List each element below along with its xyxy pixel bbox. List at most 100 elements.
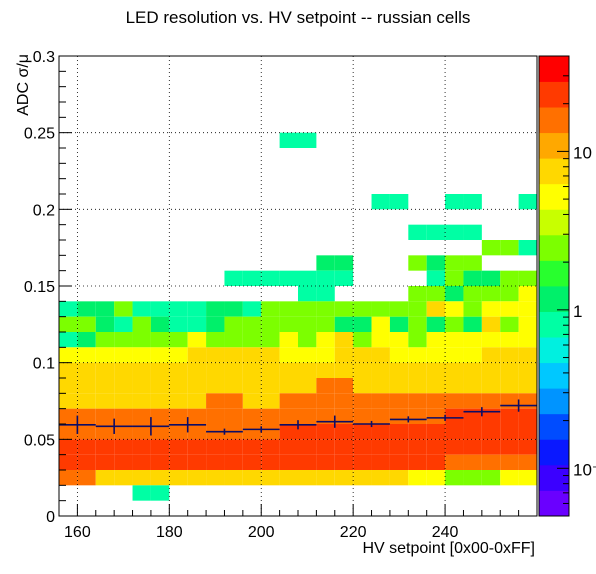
colorbar-band [539, 260, 569, 287]
heatmap-cell [500, 270, 519, 286]
heatmap-cell [445, 316, 464, 332]
heatmap-cell [481, 301, 501, 317]
heatmap-cell [500, 240, 519, 256]
heatmap-cell [445, 286, 464, 302]
heatmap-cell [95, 470, 115, 486]
heatmap-cell [150, 454, 170, 470]
heatmap-cell [353, 362, 372, 378]
heatmap-cell [279, 347, 298, 363]
heatmap-cell [298, 424, 317, 440]
heatmap-cell [206, 393, 225, 409]
heatmap-cell [261, 332, 280, 348]
heatmap-cell [298, 316, 317, 332]
heatmap-cell [114, 362, 133, 378]
heatmap-cell [389, 408, 409, 424]
heatmap-cell [334, 332, 354, 348]
heatmap-cell [279, 378, 298, 394]
heatmap-cell [408, 470, 427, 486]
heatmap-cell [353, 332, 372, 348]
heatmap-cell [242, 408, 262, 424]
heatmap-cell [150, 408, 170, 424]
heatmap-cell [224, 439, 243, 455]
heatmap-cell [132, 485, 151, 501]
heatmap-cell [114, 301, 133, 317]
colorbar-band [539, 132, 569, 159]
heatmap-cell [114, 408, 133, 424]
heatmap-cell [426, 332, 446, 348]
heatmap-cell [408, 301, 427, 317]
colorbar-tick-label: 10 [573, 143, 592, 162]
heatmap-cell [187, 378, 207, 394]
heatmap-cell [150, 347, 170, 363]
heatmap-cell [445, 332, 464, 348]
heatmap-cell [224, 454, 243, 470]
heatmap-cell [114, 316, 133, 332]
heatmap-cell [518, 470, 537, 486]
colorbar-band [539, 311, 569, 338]
heatmap-cell [77, 362, 96, 378]
heatmap-cell [206, 378, 225, 394]
colorbar-band [539, 234, 569, 261]
heatmap-cell [353, 393, 372, 409]
heatmap-cell [279, 316, 298, 332]
heatmap-cell [224, 393, 243, 409]
colorbar-band [539, 337, 569, 364]
heatmap-cell [298, 362, 317, 378]
heatmap-cell [445, 194, 464, 210]
heatmap-cell [59, 316, 78, 332]
heatmap-cell [132, 439, 151, 455]
heatmap-cell [187, 439, 207, 455]
y-tick-label: 0.1 [33, 356, 55, 373]
heatmap-cell [187, 362, 207, 378]
heatmap-cell [334, 378, 354, 394]
heatmap-cell [389, 332, 409, 348]
heatmap-cell [334, 347, 354, 363]
heatmap-cell [463, 194, 482, 210]
heatmap-cell [426, 362, 446, 378]
heatmap-cell [77, 424, 96, 440]
heatmap-cell [261, 439, 280, 455]
heatmap-cell [445, 454, 464, 470]
chart-title: LED resolution vs. HV setpoint -- russia… [125, 8, 471, 27]
heatmap-cell [187, 332, 207, 348]
heatmap-cell [150, 362, 170, 378]
heatmap-cell [463, 286, 482, 302]
heatmap-cell [242, 470, 262, 486]
heatmap-cell [518, 286, 537, 302]
heatmap-cell [334, 470, 354, 486]
heatmap-cell [316, 408, 335, 424]
heatmap-cell [389, 470, 409, 486]
heatmap-cell [500, 439, 519, 455]
colorbar-band [539, 413, 569, 440]
heatmap-cell [169, 316, 188, 332]
heatmap-cell [481, 332, 501, 348]
heatmap-cell [316, 454, 335, 470]
heatmap-cell [169, 378, 188, 394]
heatmap-cell [316, 316, 335, 332]
heatmap-cell [500, 408, 519, 424]
heatmap-cell [298, 439, 317, 455]
heatmap-cell [187, 470, 207, 486]
heatmap-cell [224, 301, 243, 317]
heatmap-cell [59, 408, 78, 424]
heatmap-cell [500, 332, 519, 348]
heatmap-cell [445, 224, 464, 240]
heatmap-cell [500, 301, 519, 317]
heatmap-cell [353, 424, 372, 440]
heatmap-cell [445, 362, 464, 378]
heatmap-cell [334, 270, 354, 286]
heatmap-cell [59, 424, 78, 440]
heatmap-cell [187, 316, 207, 332]
heatmap-cell [371, 439, 390, 455]
heatmap-cell [500, 347, 519, 363]
heatmap-cell [371, 454, 390, 470]
heatmap-cell [389, 194, 409, 210]
heatmap-cell [224, 332, 243, 348]
heatmap-cell [463, 454, 482, 470]
heatmap-cell [77, 393, 96, 409]
heatmap-cell [114, 439, 133, 455]
heatmap-cell [95, 393, 115, 409]
heatmap-cell [426, 301, 446, 317]
heatmap-cell [114, 424, 133, 440]
heatmap-cell [169, 301, 188, 317]
